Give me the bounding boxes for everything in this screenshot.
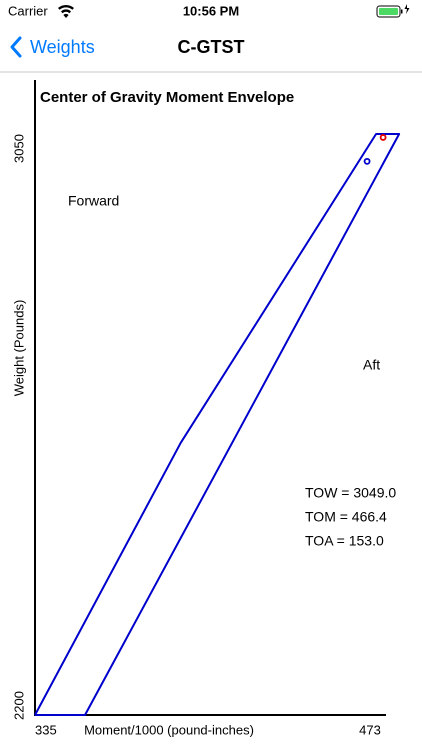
annotation: TOM = 466.4 bbox=[305, 509, 387, 525]
back-button[interactable]: Weights bbox=[10, 36, 95, 58]
envelope bbox=[34, 133, 401, 716]
wifi-icon bbox=[58, 4, 74, 18]
annotation: TOA = 153.0 bbox=[305, 533, 384, 549]
y-tick-label: 3050 bbox=[11, 134, 26, 163]
x-tick-label: 335 bbox=[35, 722, 57, 737]
annotation: Aft bbox=[363, 357, 380, 373]
annotation: TOW = 3049.0 bbox=[305, 485, 396, 501]
chart-title: Center of Gravity Moment Envelope bbox=[40, 89, 294, 106]
nav-title: C-GTST bbox=[178, 37, 245, 57]
back-label[interactable]: Weights bbox=[30, 37, 95, 57]
x-tick-label: 473 bbox=[359, 722, 381, 737]
clock: 10:56 PM bbox=[183, 3, 239, 18]
data-point bbox=[363, 157, 371, 165]
y-axis-label: Weight (Pounds) bbox=[11, 300, 26, 397]
battery-icon bbox=[376, 4, 410, 18]
y-tick-label: 2200 bbox=[11, 691, 26, 720]
carrier: Carrier bbox=[8, 3, 48, 18]
x-axis-label: Moment/1000 (pound-inches) bbox=[84, 722, 254, 737]
annotation: Forward bbox=[68, 193, 119, 209]
data-point bbox=[379, 134, 387, 141]
